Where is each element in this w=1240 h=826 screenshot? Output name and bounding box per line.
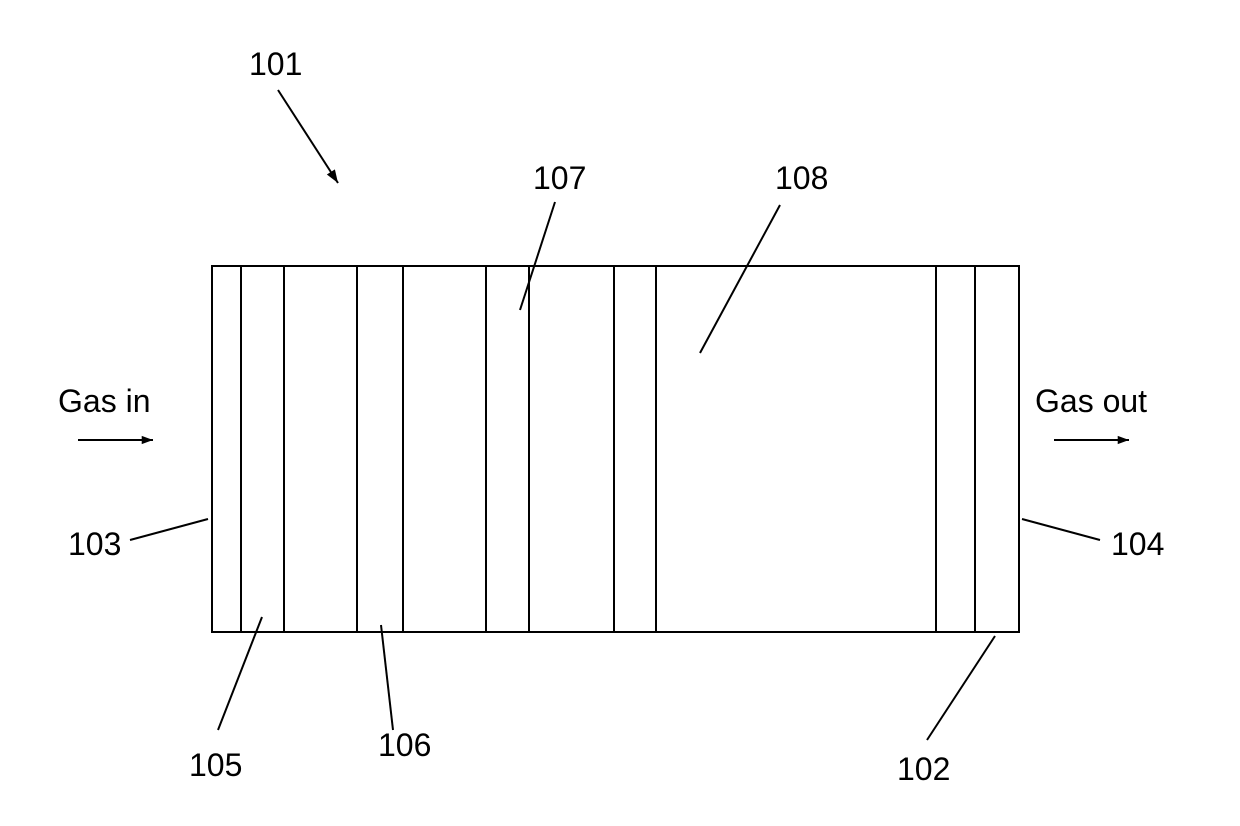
label-101: 101 <box>249 46 302 83</box>
label-gas-in: Gas in <box>58 383 150 420</box>
label-gas-out: Gas out <box>1035 383 1147 420</box>
label-103: 103 <box>68 526 121 563</box>
label-105: 105 <box>189 747 242 784</box>
diagram-canvas: Gas in Gas out 101 107 108 103 104 105 1… <box>0 0 1240 821</box>
label-104: 104 <box>1111 526 1164 563</box>
label-108: 108 <box>775 160 828 197</box>
label-107: 107 <box>533 160 586 197</box>
label-106: 106 <box>378 727 431 764</box>
label-102: 102 <box>897 751 950 788</box>
